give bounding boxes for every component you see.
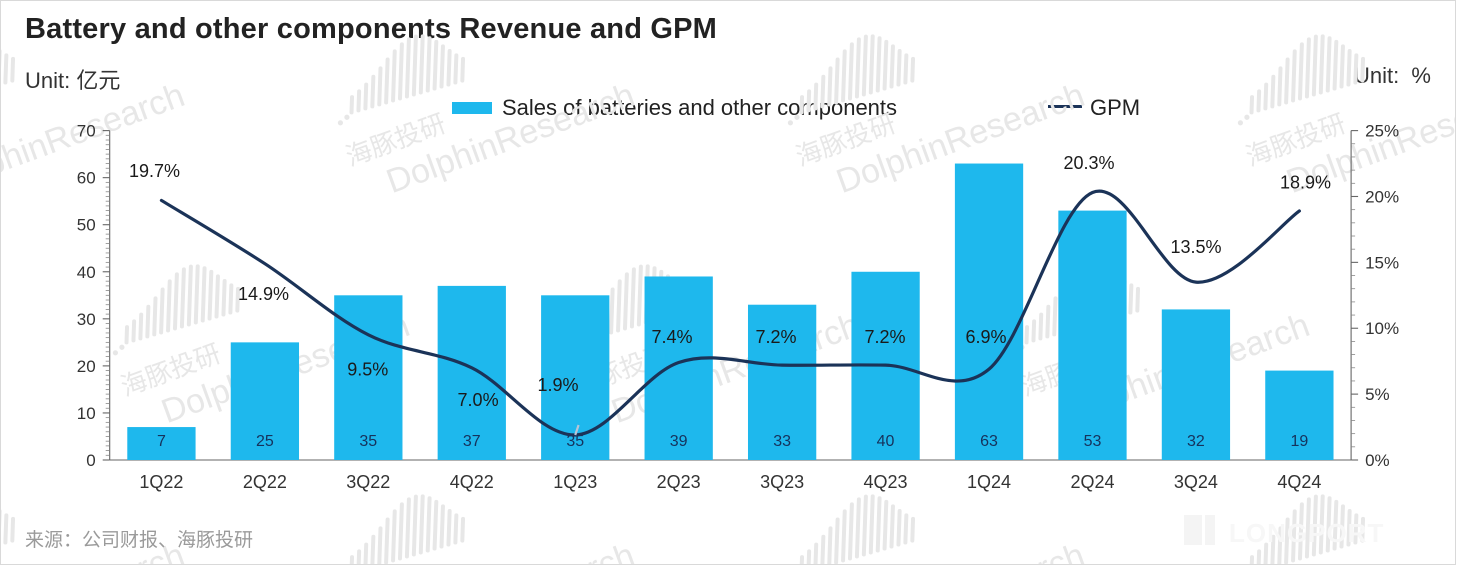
svg-text:63: 63 — [980, 433, 998, 450]
svg-text:25: 25 — [256, 433, 274, 450]
svg-text:4Q23: 4Q23 — [864, 472, 908, 492]
svg-text:30: 30 — [77, 310, 96, 329]
svg-text:2Q22: 2Q22 — [243, 472, 287, 492]
svg-text:5%: 5% — [1365, 385, 1390, 404]
svg-text:1Q24: 1Q24 — [967, 472, 1011, 492]
svg-text:25%: 25% — [1365, 122, 1399, 141]
svg-text:7.2%: 7.2% — [864, 327, 905, 347]
svg-text:3Q24: 3Q24 — [1174, 472, 1218, 492]
svg-text:1.9%: 1.9% — [538, 375, 579, 395]
svg-text:9.5%: 9.5% — [347, 360, 388, 380]
svg-text:10%: 10% — [1365, 319, 1399, 338]
svg-text:20.3%: 20.3% — [1063, 153, 1114, 173]
svg-text:37: 37 — [463, 433, 481, 450]
svg-text:40: 40 — [877, 433, 895, 450]
svg-text:10: 10 — [77, 404, 96, 423]
svg-text:7.2%: 7.2% — [756, 327, 797, 347]
svg-text:20%: 20% — [1365, 187, 1399, 206]
svg-text:0%: 0% — [1365, 451, 1390, 470]
svg-text:3Q23: 3Q23 — [760, 472, 804, 492]
svg-text:7: 7 — [157, 433, 166, 450]
svg-text:40: 40 — [77, 263, 96, 282]
svg-text:19.7%: 19.7% — [129, 161, 180, 181]
svg-text:1Q23: 1Q23 — [553, 472, 597, 492]
svg-text:70: 70 — [77, 122, 96, 141]
svg-text:7.0%: 7.0% — [458, 390, 499, 410]
svg-text:35: 35 — [359, 433, 377, 450]
svg-text:33: 33 — [773, 433, 791, 450]
svg-text:60: 60 — [77, 169, 96, 188]
svg-text:50: 50 — [77, 216, 96, 235]
svg-text:7.4%: 7.4% — [651, 327, 692, 347]
svg-text:15%: 15% — [1365, 253, 1399, 272]
svg-text:53: 53 — [1084, 433, 1102, 450]
svg-text:2Q23: 2Q23 — [657, 472, 701, 492]
svg-text:4Q24: 4Q24 — [1277, 472, 1321, 492]
svg-text:6.9%: 6.9% — [966, 327, 1007, 347]
svg-text:4Q22: 4Q22 — [450, 472, 494, 492]
svg-text:0: 0 — [86, 451, 95, 470]
svg-text:32: 32 — [1187, 433, 1205, 450]
svg-text:19: 19 — [1290, 433, 1308, 450]
svg-text:14.9%: 14.9% — [238, 284, 289, 304]
svg-text:39: 39 — [670, 433, 688, 450]
svg-text:3Q22: 3Q22 — [346, 472, 390, 492]
svg-text:20: 20 — [77, 357, 96, 376]
svg-text:18.9%: 18.9% — [1280, 172, 1331, 192]
svg-text:1Q22: 1Q22 — [139, 472, 183, 492]
svg-text:13.5%: 13.5% — [1170, 237, 1221, 257]
svg-text:2Q24: 2Q24 — [1070, 472, 1114, 492]
